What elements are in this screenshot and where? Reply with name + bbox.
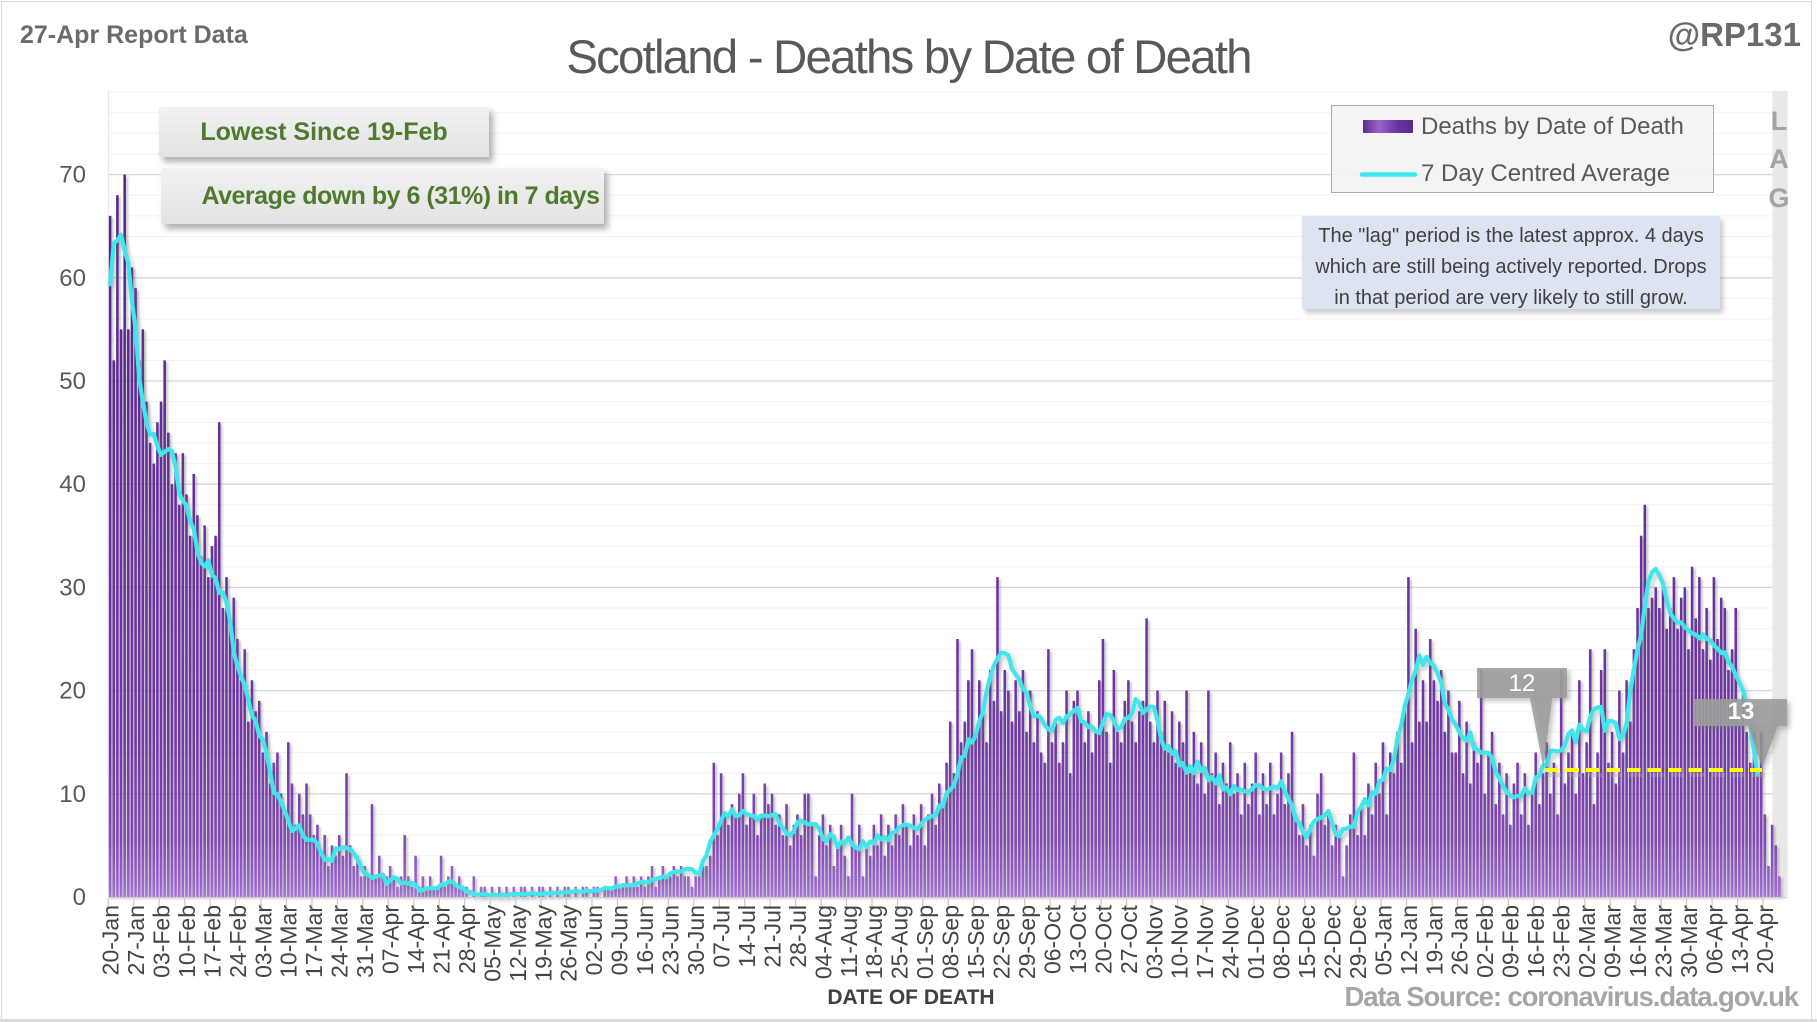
svg-text:21-Apr: 21-Apr	[428, 905, 454, 974]
svg-text:14-Apr: 14-Apr	[403, 905, 429, 974]
svg-text:03-Feb: 03-Feb	[148, 905, 174, 978]
svg-text:A: A	[1769, 144, 1789, 174]
svg-text:26-May: 26-May	[556, 905, 582, 982]
svg-text:08-Dec: 08-Dec	[1268, 905, 1294, 979]
svg-text:23-Jun: 23-Jun	[658, 905, 684, 975]
svg-text:13-Apr: 13-Apr	[1727, 905, 1753, 974]
svg-text:40: 40	[59, 471, 86, 498]
svg-text:02-Mar: 02-Mar	[1574, 905, 1600, 978]
svg-text:G: G	[1768, 183, 1789, 213]
svg-text:07-Jul: 07-Jul	[708, 905, 734, 968]
svg-text:16-Mar: 16-Mar	[1625, 905, 1651, 978]
svg-text:18-Aug: 18-Aug	[861, 905, 887, 979]
svg-text:24-Nov: 24-Nov	[1218, 905, 1244, 980]
svg-text:04-Aug: 04-Aug	[810, 905, 836, 979]
svg-text:31-Mar: 31-Mar	[352, 905, 378, 978]
svg-text:30-Mar: 30-Mar	[1676, 905, 1702, 978]
svg-text:30: 30	[59, 574, 86, 601]
svg-text:20: 20	[59, 678, 86, 705]
svg-text:09-Jun: 09-Jun	[607, 905, 633, 975]
svg-text:13-Oct: 13-Oct	[1065, 904, 1091, 974]
svg-text:13: 13	[1728, 698, 1755, 725]
svg-text:20-Jan: 20-Jan	[97, 905, 123, 975]
svg-text:24-Feb: 24-Feb	[225, 905, 251, 978]
svg-text:17-Mar: 17-Mar	[301, 905, 327, 978]
svg-text:21-Jul: 21-Jul	[759, 905, 785, 968]
svg-text:20-Oct: 20-Oct	[1090, 904, 1116, 974]
svg-text:12-May: 12-May	[505, 905, 531, 982]
svg-text:19-May: 19-May	[530, 905, 556, 982]
svg-text:11-Aug: 11-Aug	[836, 905, 862, 977]
svg-text:28-Apr: 28-Apr	[454, 905, 480, 974]
svg-text:50: 50	[59, 368, 86, 395]
svg-text:01-Sep: 01-Sep	[912, 905, 938, 979]
svg-text:09-Mar: 09-Mar	[1599, 905, 1625, 978]
svg-text:15-Sep: 15-Sep	[963, 905, 989, 979]
svg-text:14-Jul: 14-Jul	[734, 905, 760, 968]
svg-text:27-Jan: 27-Jan	[123, 905, 149, 975]
svg-text:15-Dec: 15-Dec	[1294, 905, 1320, 979]
svg-text:05-Jan: 05-Jan	[1370, 905, 1396, 975]
svg-text:23-Mar: 23-Mar	[1650, 905, 1676, 978]
svg-text:17-Nov: 17-Nov	[1192, 905, 1218, 980]
svg-text:06-Oct: 06-Oct	[1039, 904, 1065, 974]
svg-text:24-Mar: 24-Mar	[327, 905, 353, 978]
svg-text:60: 60	[59, 265, 86, 292]
svg-text:06-Apr: 06-Apr	[1701, 905, 1727, 974]
svg-text:27-Oct: 27-Oct	[1116, 904, 1142, 974]
svg-text:29-Sep: 29-Sep	[1014, 905, 1040, 979]
svg-text:02-Feb: 02-Feb	[1472, 905, 1498, 978]
svg-text:0: 0	[73, 884, 86, 911]
svg-text:29-Dec: 29-Dec	[1345, 905, 1371, 979]
svg-text:26-Jan: 26-Jan	[1447, 905, 1473, 975]
svg-text:10-Mar: 10-Mar	[276, 905, 302, 978]
svg-text:70: 70	[59, 162, 86, 189]
svg-text:03-Mar: 03-Mar	[250, 905, 276, 978]
svg-text:23-Feb: 23-Feb	[1549, 905, 1575, 978]
svg-text:22-Sep: 22-Sep	[988, 905, 1014, 979]
svg-text:16-Feb: 16-Feb	[1523, 905, 1549, 978]
svg-text:19-Jan: 19-Jan	[1421, 905, 1447, 975]
svg-text:12-Jan: 12-Jan	[1396, 905, 1422, 975]
svg-text:25-Aug: 25-Aug	[887, 905, 913, 979]
svg-text:08-Sep: 08-Sep	[938, 905, 964, 979]
svg-text:05-May: 05-May	[479, 905, 505, 982]
svg-text:02-Jun: 02-Jun	[581, 905, 607, 975]
svg-text:20-Apr: 20-Apr	[1752, 905, 1778, 974]
svg-text:22-Dec: 22-Dec	[1319, 905, 1345, 979]
svg-text:16-Jun: 16-Jun	[632, 905, 658, 975]
svg-text:30-Jun: 30-Jun	[683, 905, 709, 975]
svg-text:07-Apr: 07-Apr	[377, 905, 403, 974]
svg-text:28-Jul: 28-Jul	[785, 905, 811, 968]
svg-text:09-Feb: 09-Feb	[1498, 905, 1524, 978]
svg-text:L: L	[1771, 106, 1788, 136]
svg-text:17-Feb: 17-Feb	[199, 905, 225, 978]
svg-text:03-Nov: 03-Nov	[1141, 905, 1167, 980]
svg-text:10-Feb: 10-Feb	[174, 905, 200, 978]
svg-text:10-Nov: 10-Nov	[1167, 905, 1193, 980]
svg-text:10: 10	[59, 781, 86, 808]
svg-text:12: 12	[1509, 670, 1536, 697]
svg-text:01-Dec: 01-Dec	[1243, 905, 1269, 979]
